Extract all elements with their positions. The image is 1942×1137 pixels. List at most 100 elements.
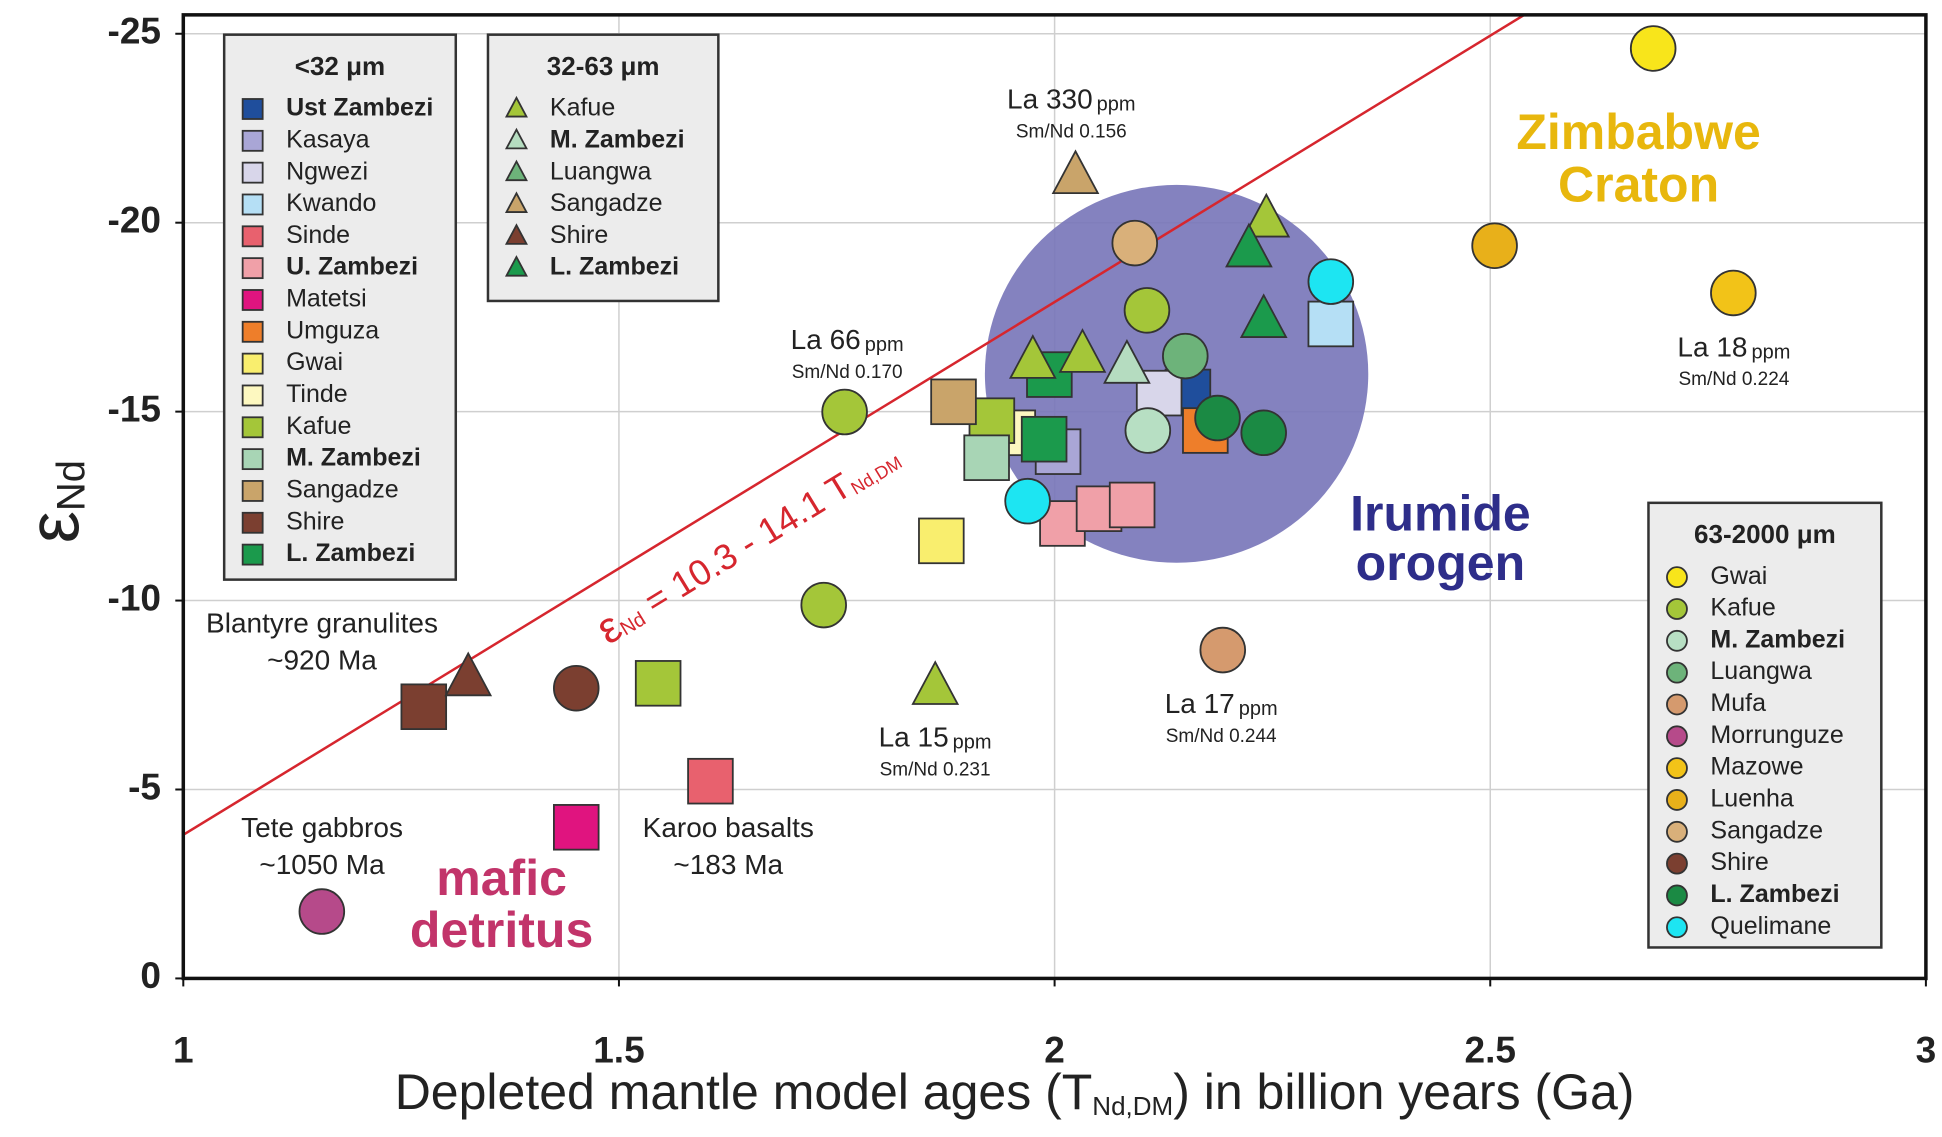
legend-marker bbox=[1666, 852, 1688, 875]
annotation: La 330 ppm bbox=[1007, 84, 1136, 116]
annotation: Tete gabbros ~1050 Ma bbox=[241, 812, 403, 880]
annotation-unit: ppm bbox=[953, 732, 992, 754]
annotation-line: detritus bbox=[410, 902, 593, 958]
legend-marker bbox=[241, 161, 264, 184]
legend-marker bbox=[504, 223, 528, 245]
region-label: Irumide orogen bbox=[1350, 486, 1531, 592]
legend-label: U. Zambezi bbox=[286, 253, 418, 281]
legend-marker bbox=[1666, 725, 1688, 748]
legend-label: L. Zambezi bbox=[550, 253, 679, 281]
x-axis-title: Depleted mantle model ages (TNd,DM) in b… bbox=[395, 1064, 1635, 1121]
annotation-note: Sm/Nd 0.224 bbox=[1678, 369, 1789, 390]
point bbox=[1242, 192, 1291, 238]
point bbox=[918, 517, 965, 565]
legend-marker bbox=[1666, 757, 1688, 780]
point bbox=[1307, 300, 1355, 348]
annotation-line: Zimbabwe bbox=[1516, 104, 1760, 160]
y-tick-label: -5 bbox=[128, 766, 161, 807]
point bbox=[1008, 334, 1057, 379]
point bbox=[1629, 25, 1677, 72]
legend-label: Sangadze bbox=[550, 189, 663, 217]
x-axis-title-part: ) in billion years (Ga) bbox=[1173, 1064, 1634, 1120]
region-label-line: Irumide bbox=[1350, 486, 1531, 542]
legend: 32-63 μm Kafue M. Zambezi Luangwa Sangadze Sh… bbox=[486, 33, 720, 303]
point bbox=[821, 388, 868, 436]
point bbox=[963, 434, 1010, 481]
legend-marker bbox=[241, 320, 264, 343]
annotation: La 18 ppm bbox=[1677, 332, 1790, 364]
legend-marker bbox=[1666, 820, 1688, 843]
legend-label: Mufa bbox=[1710, 689, 1766, 717]
fit-label: εNd = 10.3 - 14.1 TNd,DM bbox=[588, 431, 909, 653]
legend-marker bbox=[241, 511, 264, 534]
legend-label: Morrunguze bbox=[1710, 721, 1843, 749]
legend-label: Luangwa bbox=[550, 157, 652, 185]
point bbox=[1111, 219, 1159, 267]
point bbox=[687, 757, 734, 805]
point bbox=[1471, 222, 1518, 269]
x-tick-label: 2.5 bbox=[1465, 1030, 1516, 1071]
annotation: Blantyre granulites ~920 Ma bbox=[206, 608, 438, 676]
legend-box bbox=[486, 33, 720, 303]
annotation-note: Sm/Nd 0.231 bbox=[880, 759, 991, 780]
legend-marker bbox=[241, 416, 264, 439]
x-tick-label: 1 bbox=[173, 1030, 194, 1071]
legend-label: Kafue bbox=[550, 94, 615, 122]
point bbox=[1710, 269, 1757, 317]
legend-label: Umguza bbox=[286, 316, 379, 344]
legend: 63-2000 μm Gwai Kafue M. Zambezi Luangwa Mufa… bbox=[1647, 501, 1883, 949]
point bbox=[1020, 415, 1068, 463]
annotation-line: mafic bbox=[436, 850, 567, 906]
legend-marker bbox=[241, 289, 264, 311]
y-axis-title-sub: Nd bbox=[49, 460, 93, 511]
legend-label: Kafue bbox=[286, 412, 351, 440]
legend-marker bbox=[504, 127, 528, 150]
legend-label: Shire bbox=[1710, 848, 1768, 876]
annotation-line: Tete gabbros bbox=[241, 812, 403, 843]
x-axis-title-part: Depleted mantle model ages (T bbox=[395, 1064, 1093, 1120]
point bbox=[1051, 149, 1100, 195]
point bbox=[1004, 477, 1051, 525]
annotation-note: Sm/Nd 0.170 bbox=[792, 362, 903, 383]
legend-marker bbox=[241, 257, 264, 280]
y-tick-label: 0 bbox=[140, 955, 161, 996]
point bbox=[1307, 258, 1355, 305]
point bbox=[553, 804, 600, 851]
legend-label: Sangadze bbox=[1710, 816, 1823, 844]
point bbox=[1124, 407, 1172, 454]
x-tick-label: 2 bbox=[1044, 1030, 1065, 1071]
annotation-unit: ppm bbox=[1097, 94, 1136, 116]
point bbox=[1239, 293, 1288, 338]
legend-label: Matetsi bbox=[286, 285, 367, 313]
legend-marker bbox=[241, 352, 264, 375]
legend-label: Kwando bbox=[286, 189, 376, 217]
legend-label: Shire bbox=[286, 507, 344, 535]
point bbox=[1162, 332, 1209, 380]
legend-marker bbox=[1666, 693, 1688, 716]
annotation-text: La 66 bbox=[791, 324, 861, 355]
legend-marker bbox=[504, 159, 528, 182]
point bbox=[930, 378, 977, 426]
y-axis-title: εNd bbox=[14, 460, 94, 543]
region-label-line: orogen bbox=[1356, 535, 1525, 591]
annotation-line: ~920 Ma bbox=[267, 645, 377, 676]
legend: <32 μm Ust Zambezi Kasaya Ngwezi Kwando Sinde… bbox=[222, 33, 458, 581]
point bbox=[1123, 287, 1171, 334]
legend-marker bbox=[1666, 598, 1688, 620]
annotation-text: La 17 bbox=[1165, 688, 1235, 719]
legend-marker bbox=[504, 191, 528, 213]
point bbox=[1108, 481, 1156, 529]
legend-label: Kasaya bbox=[286, 125, 369, 153]
point bbox=[800, 581, 847, 629]
legend-label: Mazowe bbox=[1710, 753, 1803, 781]
legend-label: Gwai bbox=[1710, 562, 1767, 590]
point bbox=[1058, 328, 1107, 373]
legend-label: Sangadze bbox=[286, 476, 399, 504]
point bbox=[400, 683, 448, 730]
y-axis-title-part: ε bbox=[14, 511, 94, 543]
annotation-text: La 15 bbox=[879, 722, 949, 753]
legend-label: Kafue bbox=[1710, 594, 1775, 622]
legend-label: M. Zambezi bbox=[286, 444, 421, 472]
legend-label: M. Zambezi bbox=[550, 125, 685, 153]
